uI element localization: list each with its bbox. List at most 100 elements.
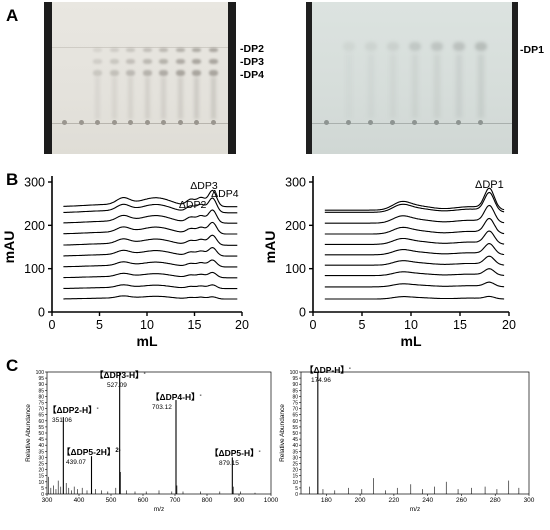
y-tick-label: 10 [292, 480, 298, 486]
x-tick-label: 800 [202, 497, 213, 504]
y-tick-label: 20 [292, 468, 298, 474]
tlc-band [142, 59, 152, 64]
x-axis-label: mL [137, 333, 158, 349]
tlc-origin-spot [111, 120, 117, 125]
y-tick-label: 40 [38, 443, 44, 449]
tlc-band [208, 48, 218, 52]
tlc-origin-spot [456, 120, 461, 125]
y-tick-label: 75 [38, 401, 44, 407]
x-tick-label: 20 [502, 318, 516, 332]
tlc-band [93, 59, 102, 64]
x-tick-label: 600 [138, 497, 149, 504]
y-tick-label: 55 [292, 425, 298, 431]
tlc-streak [194, 77, 199, 119]
y-tick-label: 70 [292, 407, 298, 413]
peak-annotation-dp3: ΔDP3 [190, 180, 218, 192]
y-tick-label: 95 [292, 376, 298, 382]
tlc-band [109, 59, 119, 64]
tlc-label-dp1: -DP1 [520, 44, 544, 56]
y-tick-label: 300 [24, 176, 45, 190]
x-tick-label: 220 [388, 497, 399, 504]
y-tick-label: 0 [295, 492, 298, 498]
x-tick-label: 900 [234, 497, 245, 504]
y-tick-label: 75 [292, 401, 298, 407]
peak-ion-label: 【ΔDP2-H】- [48, 405, 99, 415]
y-tick-label: 200 [24, 219, 45, 233]
x-tick-label: 260 [456, 497, 467, 504]
x-tick-label: 700 [170, 497, 181, 504]
x-tick-label: 0 [49, 318, 56, 332]
y-tick-label: 5 [295, 486, 298, 492]
tlc-band [159, 59, 168, 64]
x-tick-label: 15 [188, 318, 202, 332]
chromatogram-trace [324, 268, 505, 277]
tlc-streak [456, 54, 462, 118]
tlc-plate-left-surface [52, 2, 228, 154]
y-tick-label: 50 [292, 431, 298, 437]
chromatogram-trace [324, 187, 505, 211]
y-tick-label: 45 [292, 437, 298, 443]
x-tick-label: 10 [140, 318, 154, 332]
tlc-streak [434, 54, 440, 118]
tlc-streak [210, 77, 216, 119]
tlc-origin-spot [128, 120, 133, 125]
chromatogram-trace [63, 259, 238, 268]
y-tick-label: 25 [292, 462, 298, 468]
tlc-origin-spot [324, 120, 329, 125]
tlc-band [175, 48, 185, 52]
peak-mz-label: 351.06 [52, 417, 72, 424]
tlc-band [208, 59, 218, 64]
chromatogram-trace [324, 295, 505, 300]
x-tick-label: 500 [106, 497, 117, 504]
y-tick-label: 95 [38, 376, 44, 382]
peak-ion-label: 【ΔDP4-H】- [151, 392, 202, 402]
y-tick-label: 10 [38, 480, 44, 486]
y-tick-label: 300 [285, 176, 306, 190]
panel-label-c: C [6, 356, 19, 375]
chromatogram-trace [324, 204, 505, 224]
x-tick-label: 10 [404, 318, 418, 332]
x-axis-label: mL [401, 333, 422, 349]
plot-frame [300, 371, 530, 495]
x-tick-label: 300 [42, 497, 53, 504]
tlc-band [159, 70, 168, 76]
peak-ion-label: 【ΔDP3-H】- [95, 370, 146, 380]
y-tick-label: 35 [292, 449, 298, 455]
tlc-origin-spot [144, 120, 150, 125]
tlc-band [126, 59, 135, 64]
tlc-origin-spot [478, 120, 483, 125]
y-tick-label: 0 [38, 306, 45, 320]
chromatogram-trace [324, 255, 505, 266]
tlc-streak [177, 77, 183, 119]
peak-ion-charge: - [349, 366, 351, 372]
y-tick-label: 55 [38, 425, 44, 431]
tlc-band [208, 70, 218, 76]
y-tick-label: 30 [38, 455, 44, 461]
y-tick-label: 65 [38, 413, 44, 419]
peak-mz-label: 439.07 [66, 459, 86, 466]
y-axis-label: mAU [1, 231, 17, 264]
tlc-streak [128, 77, 133, 119]
tlc-origin-spot [161, 120, 166, 125]
y-tick-label: 15 [292, 474, 298, 480]
tlc-band [475, 42, 487, 51]
tlc-origin-spot [368, 120, 373, 125]
chromatogram-trace [63, 271, 238, 279]
tlc-streak [144, 77, 150, 119]
chromatogram-trace [63, 221, 238, 235]
y-tick-label: 100 [36, 370, 45, 376]
chromatogram-trace [63, 234, 238, 246]
y-tick-label: 45 [38, 437, 44, 443]
x-tick-label: 240 [422, 497, 433, 504]
y-tick-label: 90 [292, 382, 298, 388]
chromatogram-trace [324, 230, 505, 245]
peak-ion-charge: - [259, 449, 261, 455]
y-tick-label: 100 [285, 262, 306, 276]
tlc-origin-spot [78, 120, 84, 125]
tlc-band [387, 42, 399, 51]
tlc-band [365, 42, 377, 51]
chromatogram-trace [324, 191, 505, 213]
y-tick-label: 200 [285, 219, 306, 233]
tlc-band [431, 42, 443, 51]
